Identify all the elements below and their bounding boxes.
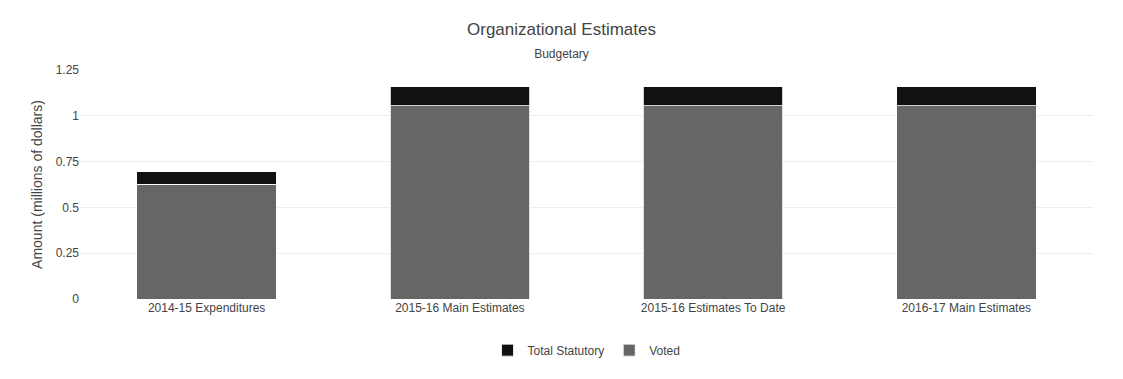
svg-text:0.25: 0.25 [56,246,80,260]
svg-text:Amount (millions of dollars): Amount (millions of dollars) [29,100,45,269]
svg-text:Organizational Estimates: Organizational Estimates [467,20,656,39]
svg-text:1.25: 1.25 [56,63,80,77]
svg-text:0.5: 0.5 [62,201,79,215]
svg-text:2014-15 Expenditures: 2014-15 Expenditures [148,301,265,315]
svg-text:Voted: Voted [649,344,680,358]
svg-text:1: 1 [72,109,79,123]
svg-text:Total Statutory: Total Statutory [528,344,605,358]
svg-text:2016-17 Main Estimates: 2016-17 Main Estimates [902,301,1031,315]
svg-text:Budgetary: Budgetary [534,47,589,61]
svg-text:2015-16 Estimates To Date: 2015-16 Estimates To Date [641,301,786,315]
svg-text:0: 0 [72,292,79,306]
svg-text:0.75: 0.75 [56,155,80,169]
svg-text:2015-16 Main Estimates: 2015-16 Main Estimates [395,301,524,315]
